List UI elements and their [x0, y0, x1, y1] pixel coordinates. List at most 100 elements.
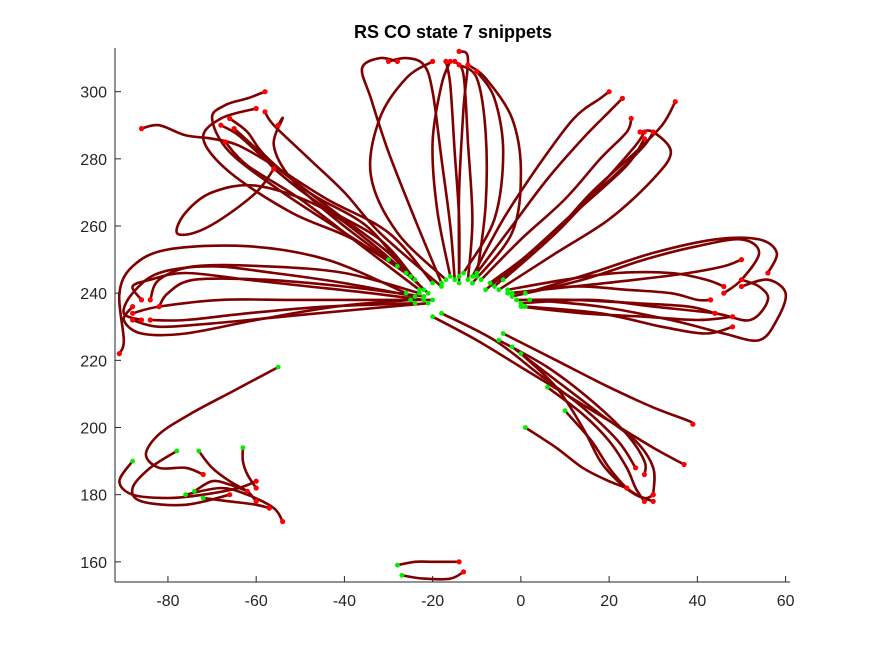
start-point-marker: [412, 300, 418, 306]
trajectory-line: [497, 338, 648, 476]
y-tick-label: 240: [80, 286, 107, 303]
start-point-marker: [562, 408, 568, 414]
end-point-marker: [606, 89, 612, 95]
trajectory-line: [457, 63, 489, 278]
end-point-marker: [222, 139, 228, 145]
start-point-marker: [518, 304, 524, 309]
x-tick-label: -60: [245, 593, 268, 610]
trajectory-line: [501, 332, 695, 426]
end-point-marker: [253, 478, 259, 484]
end-point-marker: [394, 58, 400, 64]
end-point-marker: [708, 297, 714, 303]
end-point-marker: [266, 505, 272, 511]
end-point-marker: [443, 58, 449, 64]
trajectory-line: [471, 90, 611, 278]
trajectory-line: [201, 496, 271, 510]
end-point-marker: [641, 136, 648, 142]
start-point-marker: [487, 280, 493, 286]
chart-title: RS CO state 7 snippets: [354, 22, 552, 42]
start-point-marker: [421, 294, 427, 299]
end-point-marker: [138, 317, 145, 323]
end-point-marker: [738, 277, 745, 283]
end-point-marker: [231, 126, 237, 132]
end-point-marker: [244, 488, 250, 494]
end-point-marker: [690, 421, 696, 427]
start-point-marker: [545, 384, 550, 390]
start-point-marker: [399, 572, 405, 578]
start-point-marker: [505, 287, 510, 293]
trajectory-line: [466, 63, 523, 285]
trajectory-line: [224, 140, 421, 292]
end-point-marker: [650, 129, 656, 135]
x-tick-label: 20: [600, 593, 618, 610]
end-point-marker: [456, 559, 462, 565]
start-point-marker: [395, 263, 400, 269]
end-point-marker: [262, 89, 268, 95]
start-point-marker: [196, 448, 202, 454]
end-point-marker: [275, 122, 281, 128]
trajectory-line: [368, 60, 448, 281]
end-point-marker: [147, 297, 153, 303]
start-point-marker: [509, 294, 515, 299]
start-point-marker: [421, 297, 427, 303]
start-point-marker: [492, 284, 497, 289]
start-point-marker: [183, 492, 189, 498]
end-point-marker: [681, 461, 687, 468]
start-point-marker: [447, 274, 453, 279]
x-tick-label: 40: [688, 593, 706, 610]
end-point-marker: [200, 471, 206, 478]
start-point-marker: [192, 488, 197, 494]
start-point-marker: [412, 294, 418, 299]
trajectory-line: [175, 167, 430, 295]
start-point-marker: [403, 270, 409, 276]
start-point-marker: [474, 274, 480, 279]
start-point-marker: [456, 280, 462, 286]
start-point-marker: [496, 337, 502, 343]
start-point-marker: [518, 300, 524, 306]
trajectory-line: [131, 271, 426, 302]
start-point-marker: [470, 274, 475, 279]
trajectory-line: [272, 116, 390, 261]
trajectory-line: [157, 277, 426, 308]
end-point-marker: [641, 129, 648, 135]
start-point-marker: [470, 280, 475, 286]
x-tick-label: -80: [156, 593, 179, 610]
end-point-marker: [130, 310, 136, 316]
end-point-marker: [721, 283, 727, 290]
end-point-marker: [253, 485, 259, 491]
start-point-marker: [408, 297, 413, 303]
trajectory-line: [457, 50, 470, 278]
start-point-marker: [500, 277, 506, 283]
end-point-marker: [730, 314, 736, 320]
start-point-marker: [443, 277, 449, 283]
end-point-marker: [456, 62, 462, 68]
start-point-marker: [421, 287, 427, 293]
start-point-marker: [425, 290, 431, 296]
start-point-marker: [452, 277, 458, 283]
trajectory-line: [524, 236, 779, 295]
end-point-marker: [227, 492, 233, 498]
trajectory-line: [506, 270, 726, 292]
start-point-marker: [417, 287, 422, 293]
start-point-marker: [386, 257, 391, 262]
start-point-marker: [408, 274, 413, 279]
start-point-marker: [483, 287, 488, 293]
start-point-marker: [430, 314, 435, 320]
axes: -80 -60 -40 -20 0 20 40 60 160 180 200 220 240 260 280…: [80, 48, 795, 610]
start-point-marker: [430, 297, 435, 303]
end-point-marker: [624, 485, 630, 491]
start-point-marker: [474, 270, 480, 276]
y-tick-label: 280: [80, 152, 107, 169]
start-points-layer: [130, 257, 568, 578]
start-point-marker: [500, 331, 506, 336]
trajectory-line: [144, 365, 280, 476]
start-point-marker: [174, 448, 180, 454]
trajectory-line: [118, 459, 258, 500]
start-point-marker: [439, 280, 444, 286]
trajectory-line: [462, 70, 505, 275]
trajectory-line: [263, 110, 443, 288]
start-point-marker: [395, 562, 400, 568]
end-point-marker: [641, 471, 648, 478]
start-point-marker: [275, 364, 281, 370]
trajectory-line: [140, 123, 434, 285]
